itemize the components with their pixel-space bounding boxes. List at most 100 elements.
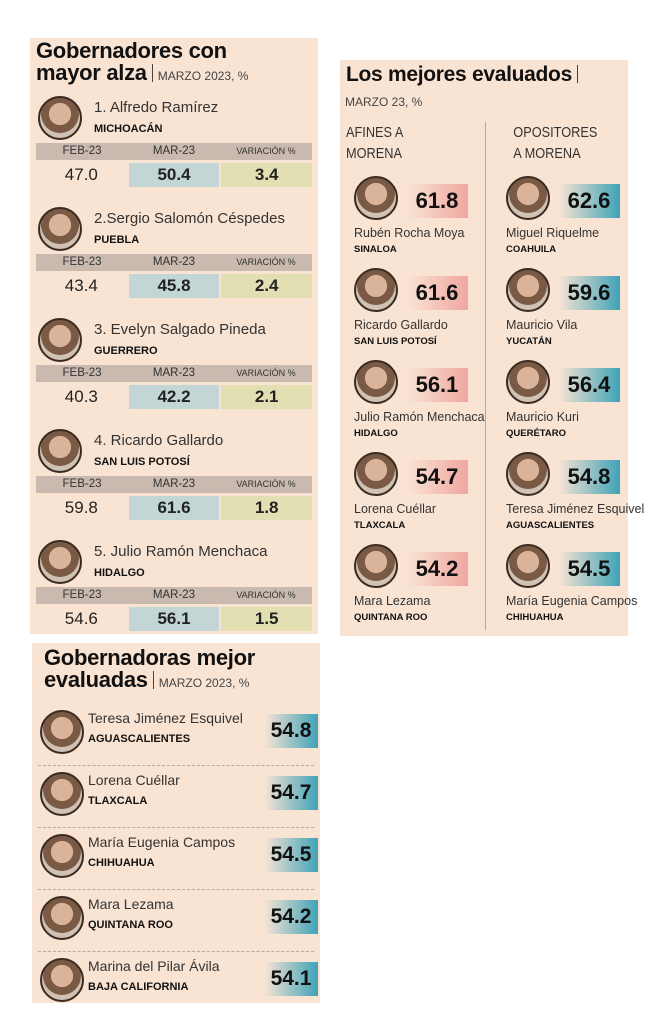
state: SINALOA [354,244,397,255]
state: MICHOACÁN [94,123,163,135]
score-badge: 59.6 [558,276,620,310]
governor-name: 3. Evelyn Salgado Pineda [94,321,266,338]
avatar [506,360,550,404]
state: PUEBLA [94,234,140,246]
governor-item: 4. Ricardo Gallardo SAN LUIS POTOSÍ FEB-… [36,428,313,539]
state: SAN LUIS POTOSÍ [94,456,190,468]
governor-item: Mara Lezama QUINTANA ROO 54.2 [38,890,318,952]
variation-value: 1.5 [221,607,313,631]
score-badge: 54.1 [264,962,318,996]
score-badge: 54.7 [264,776,318,810]
panel-subtitle: MARZO 2023, % [157,69,249,83]
avatar [40,834,84,878]
feb-value: 40.3 [64,387,98,406]
governor-item: 54.8 Teresa Jiménez Esquivel AGUASCALIEN… [498,452,644,544]
governor-item: 2.Sergio Salomón Céspedes PUEBLA FEB-23 M… [36,206,313,317]
state: HIDALGO [94,567,145,579]
avatar [354,360,398,404]
governor-name: Julio Ramón Menchaca [354,410,485,424]
table-row: 54.6 56.1 1.5 [36,607,313,631]
state: TLAXCALA [354,520,406,531]
avatar [506,268,550,312]
table-row: 59.8 61.6 1.8 [36,496,313,520]
table-row: 40.3 42.2 2.1 [36,385,313,409]
feb-value: 47.0 [64,165,98,184]
governor-name: Teresa Jiménez Esquivel [88,710,243,726]
state: COAHUILA [506,244,557,255]
panel-title: Gobernadores con mayor alza MARZO 2023, % [36,38,249,85]
variation-value: 2.1 [221,385,313,409]
avatar [38,318,82,362]
variation-value: 3.4 [221,163,313,187]
avatar [40,958,84,1002]
score-badge: 61.6 [406,276,468,310]
governor-name: Mara Lezama [88,896,174,912]
avatar [38,429,82,473]
governor-name: 1. Alfredo Ramírez [94,99,219,116]
governor-name: Rubén Rocha Moya [354,226,465,240]
table-header: FEB-23 MAR-23 VARIACIÓN % [36,143,312,160]
feb-value: 59.8 [64,498,98,517]
panel-subtitle: MARZO 2023, % [158,676,250,690]
avatar [38,540,82,584]
governor-item: 56.4 Mauricio Kuri QUERÉTARO [498,360,638,452]
governor-item: María Eugenia Campos CHIHUAHUA 54.5 [38,828,318,890]
governor-item: 56.1 Julio Ramón Menchaca HIDALGO [346,360,486,452]
mar-value: 42.2 [128,385,220,409]
avatar [506,452,550,496]
avatar [506,544,550,588]
avatar [40,896,84,940]
table-header: FEB-23 MAR-23 VARIACIÓN % [36,254,312,271]
score-badge: 54.8 [558,460,620,494]
governor-name: 4. Ricardo Gallardo [94,432,224,449]
avatar [354,452,398,496]
governor-item: Marina del Pilar Ávila BAJA CALIFORNIA 5… [38,952,318,1014]
governor-name: 2.Sergio Salomón Céspedes [94,210,285,227]
score-badge: 54.5 [558,552,620,586]
governor-name: Mauricio Vila [506,318,578,332]
governor-name: Lorena Cuéllar [354,502,436,516]
score-badge: 56.1 [406,368,468,402]
state: CHIHUAHUA [88,857,155,869]
governor-item: 61.6 Ricardo Gallardo SAN LUIS POTOSÍ [346,268,486,360]
variation-value: 1.8 [221,496,313,520]
state: AGUASCALIENTES [506,520,595,531]
table-header: FEB-23 MAR-23 VARIACIÓN % [36,476,312,493]
governor-item: 54.2 Mara Lezama QUINTANA ROO [346,544,486,636]
governor-item: Lorena Cuéllar TLAXCALA 54.7 [38,766,318,828]
feb-value: 43.4 [64,276,98,295]
score-badge: 62.6 [558,184,620,218]
state: QUINTANA ROO [354,612,428,623]
column-divider [485,122,486,630]
governor-item: 61.8 Rubén Rocha Moya SINALOA [346,176,486,268]
table-row: 43.4 45.8 2.4 [36,274,313,298]
opositores-column: OPOSITORES A MORENA 62.6 Miguel Riquelme… [498,122,644,623]
feb-value: 54.6 [64,609,98,628]
governor-item: 62.6 Miguel Riquelme COAHUILA [498,176,638,268]
governor-item: 54.5 María Eugenia Campos CHIHUAHUA [498,544,638,636]
gobernadoras-panel: Gobernadoras mejor evaluadas MARZO 2023, %… [32,643,320,1003]
state: AGUASCALIENTES [88,733,191,745]
table-header: FEB-23 MAR-23 VARIACIÓN % [36,365,312,382]
governor-item: 3. Evelyn Salgado Pineda GUERRERO FEB-23… [36,317,313,428]
governor-name: Ricardo Gallardo [354,318,448,332]
panel-title: Gobernadoras mejor evaluadas MARZO 2023, % [44,645,255,692]
state: TLAXCALA [88,795,148,807]
score-badge: 54.7 [406,460,468,494]
governor-name: Miguel Riquelme [506,226,600,240]
mar-value: 61.6 [128,496,220,520]
avatar [354,268,398,312]
governor-name: Lorena Cuéllar [88,772,180,788]
governor-name: 5. Julio Ramón Menchaca [94,543,268,560]
score-badge: 61.8 [406,184,468,218]
score-badge: 54.2 [406,552,468,586]
governor-name: Mara Lezama [354,594,431,608]
score-badge: 56.4 [558,368,620,402]
score-badge: 54.5 [264,838,318,872]
score-badge: 54.8 [264,714,318,748]
panel-title: Los mejores evaluados [346,64,583,86]
governor-name: Mauricio Kuri [506,410,579,424]
avatar [38,96,82,140]
avatar [38,207,82,251]
governor-item: Teresa Jiménez Esquivel AGUASCALIENTES 5… [38,704,318,766]
